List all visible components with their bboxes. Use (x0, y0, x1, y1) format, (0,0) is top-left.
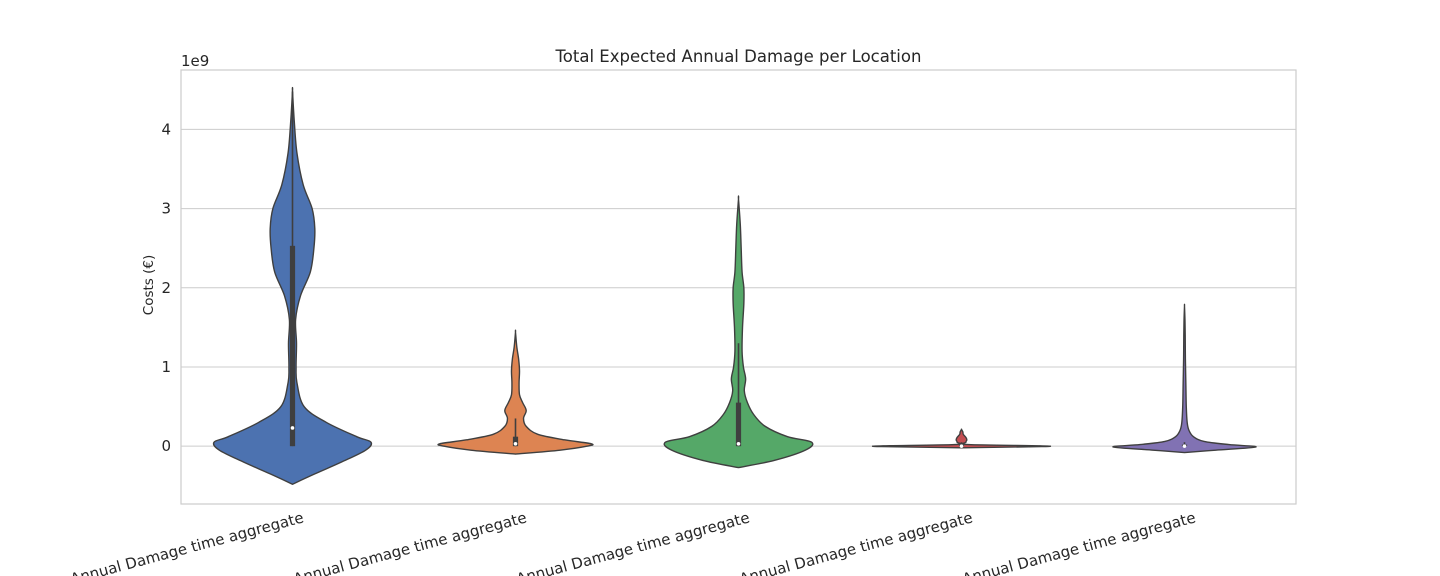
violin-median-dot (1182, 444, 1187, 448)
y-tick-label: 0 (161, 437, 171, 455)
violin-iqr-box (289, 245, 296, 447)
x-tick-label: Annual Damage time aggregate (960, 508, 1197, 576)
violin-median-dot (513, 442, 518, 446)
x-tick-label: Annual Damage time aggregate (68, 508, 305, 576)
violin-iqr-box (735, 402, 742, 447)
violin-median-dot (736, 442, 741, 446)
violin-body (871, 428, 1052, 449)
y-tick-label: 4 (161, 120, 171, 138)
y-tick-labels: 0 1 2 3 4 (161, 120, 171, 455)
chart-title: Total Expected Annual Damage per Locatio… (555, 47, 922, 66)
y-tick-label: 3 (161, 200, 171, 218)
violin-median-dot (290, 426, 295, 430)
violins (212, 86, 1257, 485)
y-tick-label: 2 (161, 279, 171, 297)
violin-body (663, 195, 814, 469)
violin-body (437, 329, 594, 455)
x-tick-label: Annual Damage time aggregate (291, 508, 528, 576)
y-tick-label: 1 (161, 358, 171, 376)
plot-frame (180, 69, 1297, 505)
x-tick-label: Annual Damage time aggregate (737, 508, 974, 576)
y-axis-label: Costs (€) (141, 255, 157, 315)
violin-median-dot (959, 444, 964, 448)
x-tick-label: Annual Damage time aggregate (514, 508, 751, 576)
violin-body (1112, 303, 1257, 454)
violin-iqr-box (512, 436, 519, 447)
y-axis-multiplier: 1e9 (181, 52, 209, 70)
